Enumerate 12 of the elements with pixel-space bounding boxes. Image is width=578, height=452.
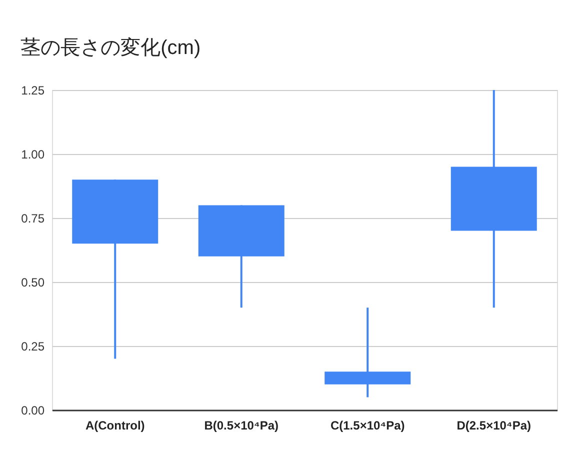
x-tick-label: C(1.5×10⁴Pa) bbox=[330, 418, 405, 432]
x-tick-label: B(0.5×10⁴Pa) bbox=[204, 418, 279, 432]
chart-title: 茎の長さの変化(cm) bbox=[20, 36, 201, 59]
y-tick-label: 0.00 bbox=[21, 404, 45, 418]
y-tick-label: 0.75 bbox=[21, 212, 45, 226]
x-tick-label: D(2.5×10⁴Pa) bbox=[456, 418, 532, 432]
x-tick-label: A(Control) bbox=[85, 418, 145, 432]
y-tick-label: 1.25 bbox=[21, 84, 45, 98]
y-tick-label: 1.00 bbox=[21, 148, 45, 162]
y-tick-label: 0.50 bbox=[21, 276, 45, 290]
y-tick-label: 0.25 bbox=[21, 340, 45, 354]
candlestick bbox=[324, 306, 411, 398]
